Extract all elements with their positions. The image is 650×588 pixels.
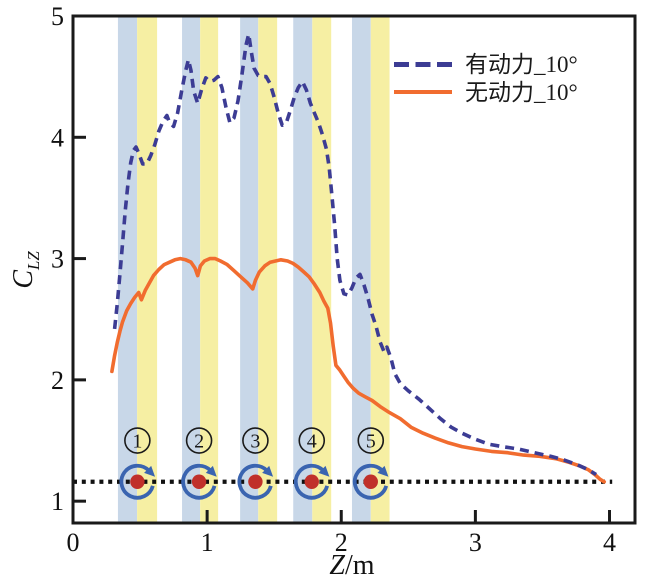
- rotation-arrowhead-icon: [205, 465, 217, 477]
- rotation-arrow-ring: [237, 463, 273, 500]
- rotor-marker-2: 2: [181, 427, 217, 500]
- solid-line-swatch: [394, 90, 452, 94]
- rotor-band-yellow-3: [258, 16, 278, 523]
- series-unpowered-solid-path: [110, 256, 606, 484]
- rotor-number-circle: [185, 427, 213, 454]
- rotor-number-circle: [124, 427, 151, 454]
- plot-frame: [71, 14, 637, 525]
- x-axis-label: Z/m: [329, 550, 374, 582]
- rotor-number-label: 2: [194, 431, 204, 453]
- rotor-band-yellow-2: [200, 16, 219, 523]
- y-tick-label: 1: [51, 487, 64, 516]
- rotation-arrowhead-icon: [262, 465, 274, 477]
- y-axis-variable: C: [8, 269, 40, 289]
- y-axis-subscript: LZ: [23, 251, 43, 270]
- rotor-number-label: 1: [132, 431, 142, 453]
- rotor-band-blue-2: [182, 16, 201, 523]
- x-tick-label: 0: [67, 528, 80, 557]
- rotation-arrow-ring: [352, 463, 389, 500]
- x-tick-label: 1: [201, 528, 214, 557]
- y-tick-label: 2: [51, 366, 64, 395]
- rotor-hub-dot: [304, 474, 319, 489]
- series-powered-dashed-path: [112, 32, 598, 477]
- y-tick-label: 5: [51, 2, 64, 31]
- rotor-hub-dot: [363, 474, 378, 489]
- rotor-hub-dot: [130, 474, 145, 489]
- legend: 有动力_10° 无动力_10°: [394, 50, 578, 106]
- rotation-arrow-ring: [181, 463, 217, 500]
- rotor-number-label: 4: [307, 431, 317, 453]
- legend-label-powered: 有动力_10°: [465, 51, 578, 77]
- rotor-hub-dot: [191, 474, 207, 489]
- rotor-band-yellow-5: [370, 16, 390, 523]
- rotor-band-blue-1: [117, 16, 138, 523]
- rotor-band-blue-3: [240, 16, 259, 523]
- x-axis-variable: Z: [329, 550, 346, 581]
- rotation-arrowhead-icon: [144, 465, 156, 477]
- x-tick-label: 4: [603, 528, 616, 557]
- x-axis-unit: /m: [345, 550, 375, 581]
- rotor-number-circle: [298, 427, 326, 454]
- rotor-band-yellow-1: [137, 16, 158, 523]
- dashed-line-swatch: [394, 61, 452, 67]
- legend-item-unpowered: 无动力_10°: [394, 78, 578, 106]
- rotation-arrow-ring: [119, 463, 155, 500]
- legend-label-unpowered: 无动力_10°: [465, 79, 578, 105]
- rotation-arrowhead-icon: [318, 465, 330, 477]
- rotor-marker-1: 1: [119, 427, 156, 500]
- rotation-arrowhead-icon: [377, 465, 389, 477]
- rotor-hub-dot: [248, 474, 263, 489]
- x-tick-label: 3: [469, 528, 482, 557]
- rotor-marker-5: 5: [352, 427, 389, 500]
- rotor-marker-4: 4: [293, 427, 330, 500]
- rotor-marker-3: 3: [237, 427, 274, 500]
- rotor-number-label: 5: [366, 431, 376, 453]
- y-axis-label: CLZ: [8, 251, 44, 288]
- x-tick-label: 2: [335, 528, 348, 557]
- rotor-number-circle: [242, 427, 269, 454]
- rotation-arrow-ring: [293, 463, 330, 500]
- rotor-number-circle: [357, 427, 385, 454]
- rotor-number-label: 3: [250, 431, 260, 453]
- y-tick-label: 4: [51, 123, 64, 152]
- legend-item-powered: 有动力_10°: [394, 50, 578, 78]
- y-tick-label: 3: [51, 245, 64, 274]
